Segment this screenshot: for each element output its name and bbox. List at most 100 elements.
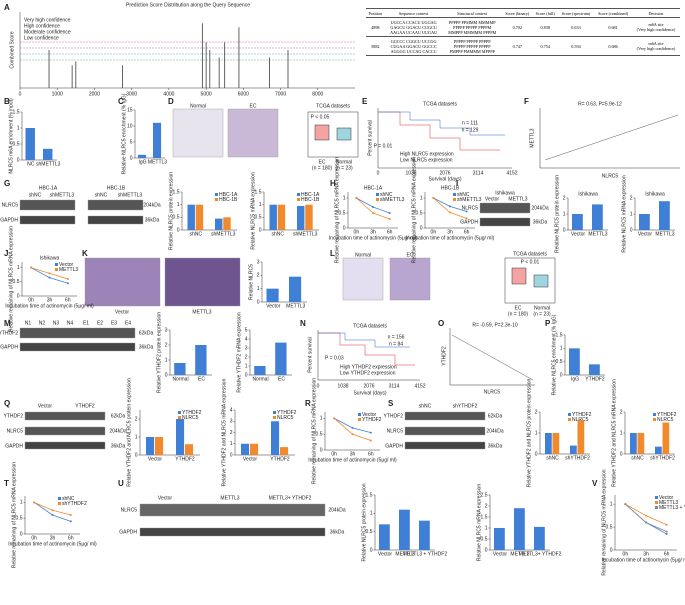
blot [404, 411, 486, 421]
label: 36kDa [533, 219, 548, 225]
blot [19, 342, 136, 352]
label: 3h [643, 551, 649, 557]
bar [146, 437, 155, 455]
blot [139, 527, 326, 537]
label: 0 [610, 547, 613, 553]
survival-curve [378, 111, 500, 151]
bar [277, 204, 286, 230]
label: 0h [431, 229, 437, 235]
label: YTHDF2 [384, 413, 404, 419]
table-cell: 0.838 [532, 17, 558, 37]
label: TCGA datasets [513, 251, 547, 257]
label: 0 [320, 447, 323, 453]
bar [655, 446, 662, 454]
label: 1.5 [481, 514, 488, 520]
label: shMETTL3 [457, 197, 482, 203]
label: 3h [350, 451, 356, 457]
cell-text: 0.594 [571, 43, 581, 49]
legend-swatch [55, 263, 58, 266]
label: YTHDF2 [0, 330, 18, 336]
label: (n = 180) [312, 165, 332, 171]
cell-text: Decision [648, 10, 664, 16]
label: 1.5 [366, 492, 373, 498]
label: 2 [630, 195, 633, 201]
bar [195, 345, 207, 375]
survival-curve [378, 111, 505, 136]
panel-letter: D [168, 97, 174, 106]
histology-image [84, 257, 161, 307]
label: YTHDF2 [585, 376, 605, 382]
label: NLRC5 [7, 428, 24, 434]
label: 0.5 [13, 141, 20, 147]
cell-text: Score (spectrum) [561, 10, 591, 16]
panel-letter: I [456, 179, 458, 188]
label: n = 111 [462, 120, 478, 126]
cell-text: 0.633 [571, 24, 581, 30]
cell-text: MMPPP MMMMM PPPPM [448, 29, 497, 35]
label: 3 [230, 419, 233, 425]
label: METTL3 [59, 267, 78, 273]
label: 0.5 [606, 524, 613, 530]
legend-swatch [653, 413, 656, 416]
label: GAPDH [0, 217, 18, 223]
label: 3114 [389, 383, 400, 389]
label: High confidence [24, 23, 60, 29]
label: Percent survival [367, 120, 373, 156]
point [449, 211, 451, 214]
label: Prediction Score Distribution along the … [126, 2, 250, 8]
legend-swatch [655, 501, 658, 504]
bar [305, 204, 313, 230]
label: 1 [630, 211, 633, 217]
legend-swatch [655, 506, 658, 509]
point [645, 521, 647, 524]
label: 36kDa [145, 217, 160, 223]
table-cell: 4898 [366, 17, 385, 37]
label: IgG [138, 159, 146, 165]
label: 62kDa [488, 413, 503, 419]
label: Relative NLRC5 protein expression [554, 175, 560, 253]
label: 0.5 [173, 215, 180, 221]
label: 36kDa [488, 443, 503, 449]
label: 2 [485, 503, 488, 509]
label: TCGA datasets [353, 323, 387, 329]
label: shNC [189, 231, 202, 237]
label: METTL3+ YTHDF2 [269, 495, 312, 501]
panel-letter: J [4, 249, 8, 258]
images [19, 108, 531, 537]
bar [297, 205, 305, 230]
label: HBC-1B [107, 185, 126, 191]
label: 3 [245, 345, 248, 351]
label: Combined Score [9, 31, 15, 68]
label: Ishikawa [578, 191, 598, 197]
label: (n = 23) [533, 311, 551, 317]
label: Survival (days) [353, 390, 386, 396]
label: 1 [320, 416, 323, 422]
label: Relative NLRC5 mRNA expression [250, 172, 256, 249]
label: 5 [245, 327, 248, 333]
label: 3114 [473, 170, 484, 176]
panel-letter: K [82, 249, 88, 258]
label: Incubation time of actinomycin (5μg/ ml) [8, 541, 97, 547]
label: N1 [25, 320, 32, 326]
point [449, 205, 451, 208]
label: 36kDa [330, 529, 345, 535]
table-cell: 0.681 [594, 17, 632, 37]
label: 0.5 [316, 431, 323, 437]
label: 5000 [201, 91, 212, 97]
point [432, 197, 435, 199]
cell-text: PPPPP PPPPP PPPPP [453, 38, 491, 44]
label: METTL3 [529, 128, 535, 147]
legend-swatch [55, 268, 58, 271]
label: IgG [571, 376, 579, 382]
label: shYTHDF2 [62, 501, 87, 507]
legend-swatch [453, 193, 456, 196]
label: HBC-1B [219, 197, 238, 203]
label: YTHDF2 [182, 410, 202, 416]
histology-image [172, 108, 224, 158]
cell-text: GAGCU GGACU CUGCU [390, 24, 437, 30]
legend-swatch [273, 416, 276, 419]
label: Vector [378, 551, 393, 557]
bar [589, 364, 600, 375]
axis [19, 12, 355, 89]
label: 0 [130, 155, 133, 161]
